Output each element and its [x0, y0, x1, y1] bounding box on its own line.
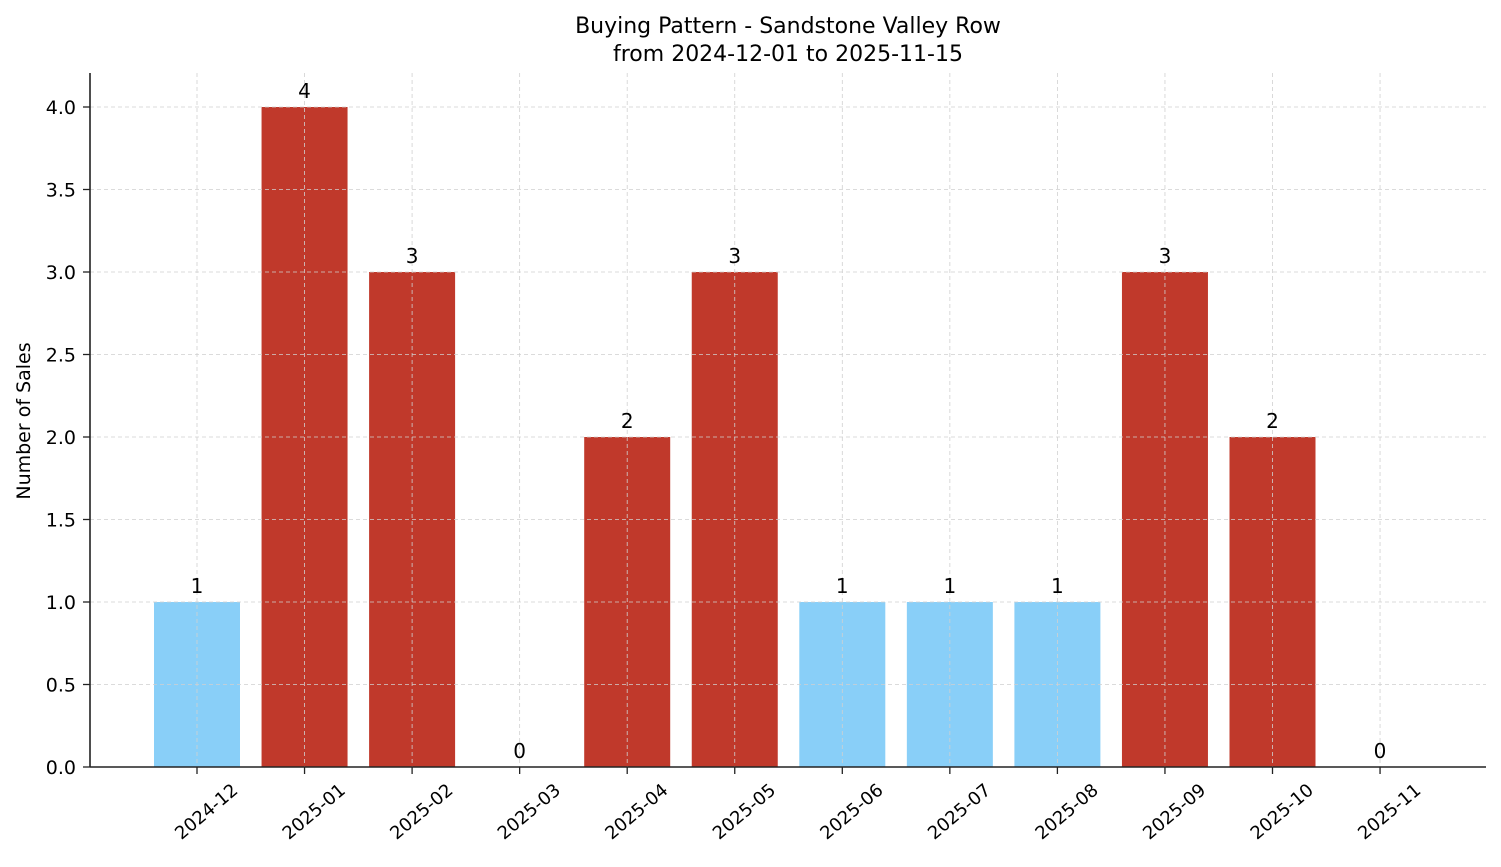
value-label: 1: [836, 574, 849, 598]
value-label: 1: [191, 574, 204, 598]
y-tick-label: 0.5: [46, 675, 76, 697]
value-label: 0: [513, 739, 526, 763]
value-label: 4: [298, 79, 311, 103]
value-label: 1: [943, 574, 956, 598]
x-tick-label: 2025-10: [1247, 780, 1318, 844]
y-tick-label: 3.5: [46, 180, 76, 202]
x-tick-label: 2025-04: [601, 780, 672, 844]
x-tick-label: 2025-07: [924, 780, 995, 844]
y-tick-label: 2.0: [46, 427, 76, 449]
value-label: 3: [1159, 244, 1172, 268]
value-label: 3: [728, 244, 741, 268]
x-tick-label: 2025-02: [386, 780, 457, 844]
gridlines: [90, 73, 1486, 767]
value-label: 2: [1266, 409, 1279, 433]
x-tick-label: 2025-01: [279, 780, 350, 844]
x-tick-label: 2024-12: [171, 780, 242, 844]
x-tick-label: 2025-05: [709, 780, 780, 844]
value-labels: 1 4 3 0 2 3 1 1 1 3 2 0: [191, 79, 1387, 763]
y-tick-label: 1.5: [46, 510, 76, 532]
value-label: 0: [1374, 739, 1387, 763]
y-tick-label: 0.0: [46, 757, 76, 779]
x-tick-label: 2025-03: [494, 780, 565, 844]
value-label: 1: [1051, 574, 1064, 598]
y-tick-label: 1.0: [46, 592, 76, 614]
chart-subtitle: from 2024-12-01 to 2025-11-15: [613, 42, 963, 67]
x-tick-label: 2025-06: [816, 780, 887, 844]
x-tick-label: 2025-08: [1031, 780, 1102, 844]
y-tick-label: 2.5: [46, 345, 76, 367]
value-label: 2: [621, 409, 634, 433]
value-label: 3: [406, 244, 419, 268]
y-tick-label: 4.0: [46, 97, 76, 119]
x-tick-label: 2025-09: [1139, 780, 1210, 844]
y-axis-label: Number of Sales: [13, 342, 35, 499]
y-tick-label: 3.0: [46, 262, 76, 284]
chart-title: Buying Pattern - Sandstone Valley Row: [575, 14, 1001, 39]
x-tick-label: 2025-11: [1354, 780, 1425, 844]
